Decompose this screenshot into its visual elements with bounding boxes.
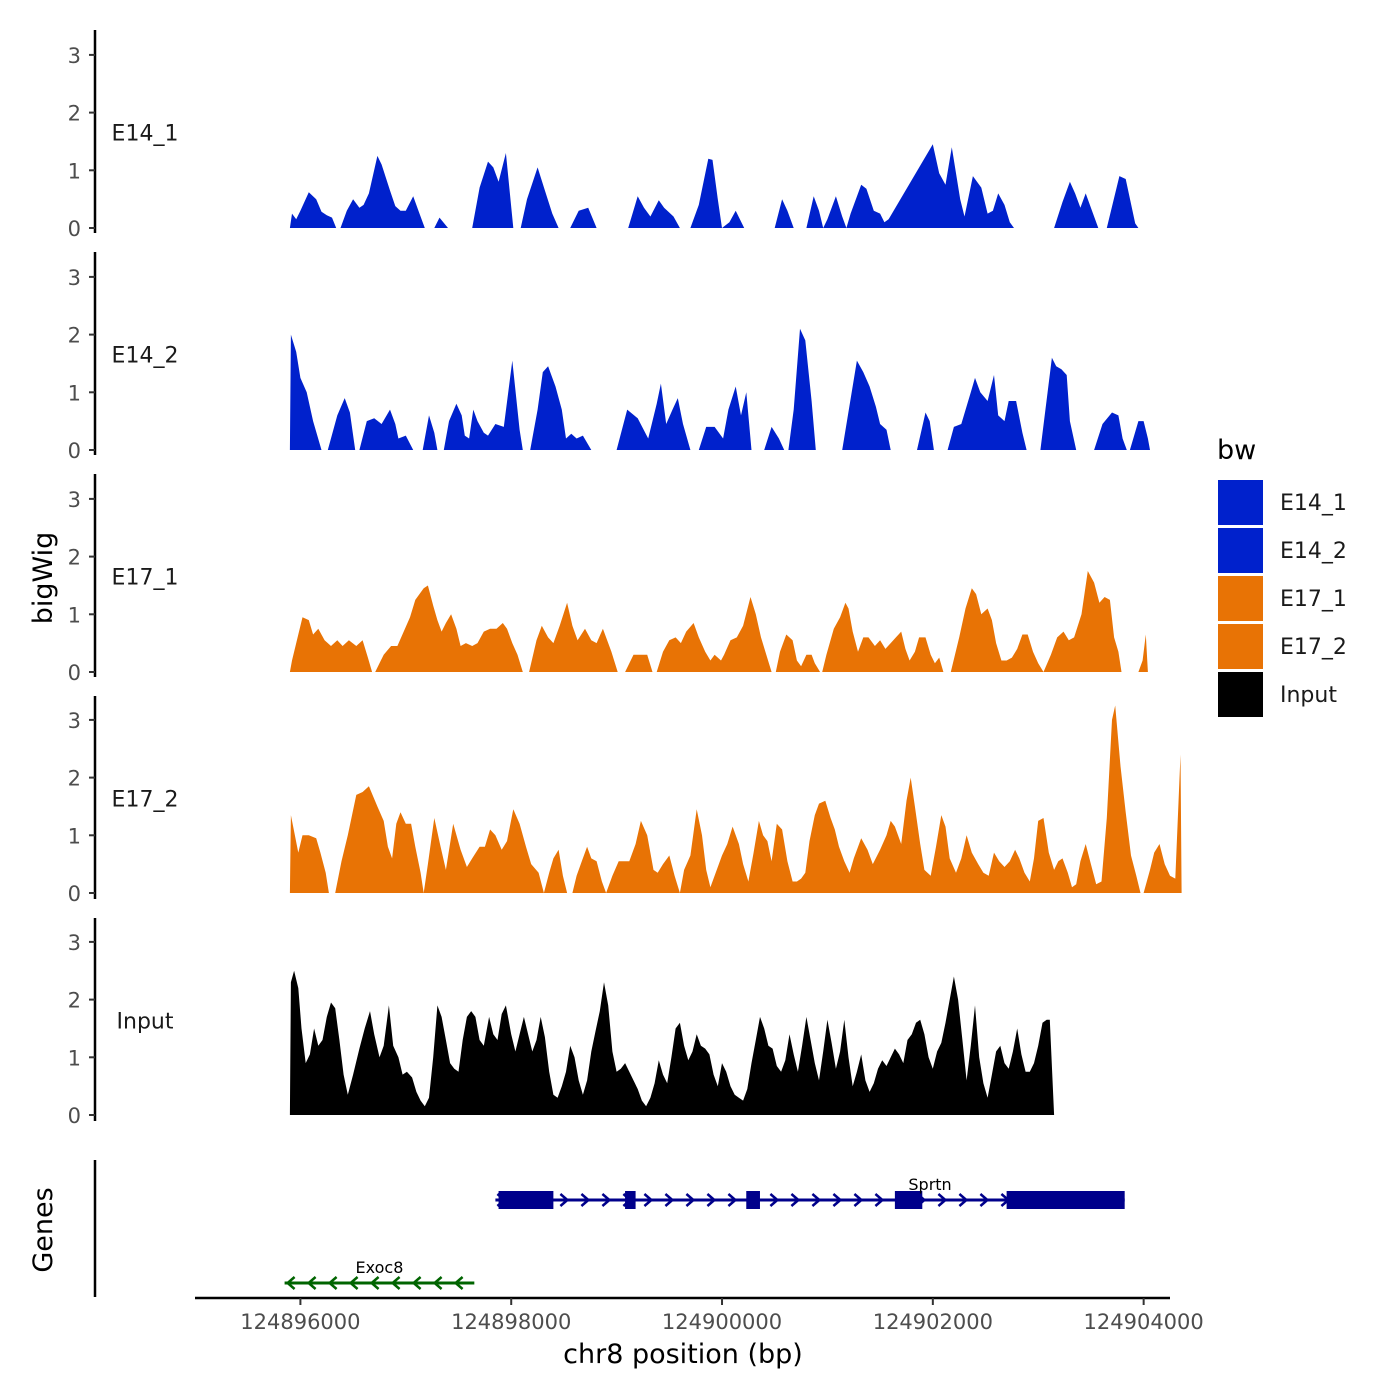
area-series-E17_2 [289, 705, 1182, 893]
y-tick-label: 1 [68, 824, 81, 848]
x-axis: 124896000 124898000 124900000 124902000 1249… [195, 1296, 1204, 1334]
y-axis-title: bigWig [28, 532, 59, 625]
track-label: E14_2 [112, 344, 179, 369]
y-tick-label: 2 [68, 102, 81, 126]
legend-label: E17_2 [1280, 635, 1347, 660]
area-series-E14_2 [289, 328, 1150, 450]
legend-label: E17_1 [1280, 587, 1347, 612]
y-tick-label: 0 [68, 661, 81, 685]
gene-exon [894, 1191, 923, 1209]
track-E17_1: 0 1 2 3 E17_1 [68, 474, 1148, 685]
legend-key-Input [1218, 672, 1263, 717]
y-tick-label: 1 [68, 1046, 81, 1070]
legend-label: E14_1 [1280, 491, 1347, 516]
strand-arrow [643, 1193, 654, 1207]
strand-arrow [853, 1193, 864, 1207]
x-tick-label: 124898000 [451, 1310, 571, 1334]
y-tick-label: 3 [68, 266, 81, 290]
strand-arrow [958, 1193, 969, 1207]
tracks-panel: 0 1 2 3 E14_1 0 1 2 3 E14_2 0 1 2 3 E17_1 0 1 2 3 E17_2 0 1 2 3… [68, 30, 1182, 1128]
gene-exon [498, 1191, 554, 1209]
legend-key-E17_2 [1218, 624, 1263, 669]
x-tick-label: 124900000 [662, 1310, 782, 1334]
x-tick-label: 124896000 [240, 1310, 360, 1334]
y-tick-label: 2 [68, 767, 81, 791]
strand-arrow [580, 1193, 591, 1207]
gene-exon [1006, 1191, 1125, 1209]
y-tick-label: 2 [68, 324, 81, 348]
gene-Exoc8: Exoc8 [284, 1258, 475, 1290]
strand-arrow [727, 1193, 738, 1207]
y-tick-label: 0 [68, 882, 81, 906]
area-series-E17_1 [289, 571, 1148, 672]
strand-arrow [706, 1193, 717, 1207]
track-label: E17_2 [112, 788, 179, 813]
track-Input: 0 1 2 3 Input [68, 918, 1055, 1128]
area-series-Input [289, 970, 1055, 1115]
strand-arrow [790, 1193, 801, 1207]
strand-arrow [937, 1193, 948, 1207]
genes-axis-title: Genes [28, 1187, 59, 1272]
strand-arrow [874, 1193, 885, 1207]
y-tick-label: 0 [68, 1104, 81, 1128]
legend: bw E14_1 E14_2 E17_1 E17_2 Input [1217, 435, 1347, 717]
x-tick-label: 124904000 [1084, 1310, 1204, 1334]
track-E17_2: 0 1 2 3 E17_2 [68, 696, 1182, 906]
y-tick-label: 0 [68, 217, 81, 241]
strand-arrow [979, 1193, 990, 1207]
y-tick-label: 3 [68, 44, 81, 68]
y-tick-label: 2 [68, 989, 81, 1013]
strand-arrow [664, 1193, 675, 1207]
track-E14_1: 0 1 2 3 E14_1 [68, 30, 1139, 241]
gene-label: Sprtn [908, 1175, 951, 1194]
legend-key-E14_2 [1218, 528, 1263, 573]
strand-arrow [685, 1193, 696, 1207]
strand-arrow [432, 1276, 443, 1290]
x-axis-title: chr8 position (bp) [563, 1339, 803, 1370]
strand-arrow [411, 1276, 422, 1290]
strand-arrow [769, 1193, 780, 1207]
legend-label: E14_2 [1280, 539, 1347, 564]
strand-arrow [348, 1276, 359, 1290]
strand-arrow [327, 1276, 338, 1290]
y-tick-label: 3 [68, 488, 81, 512]
y-tick-label: 3 [68, 709, 81, 733]
y-tick-label: 1 [68, 603, 81, 627]
strand-arrow [453, 1276, 464, 1290]
strand-arrow [559, 1193, 570, 1207]
genes-panel: Sprtn Exoc8 [93, 1160, 1125, 1297]
track-label: Input [117, 1010, 174, 1035]
strand-arrow [369, 1276, 380, 1290]
strand-arrow [390, 1276, 401, 1290]
y-tick-label: 2 [68, 546, 81, 570]
track-label: E14_1 [112, 122, 179, 147]
y-tick-label: 3 [68, 931, 81, 955]
y-tick-label: 0 [68, 439, 81, 463]
legend-title: bw [1217, 435, 1256, 466]
strand-arrow [306, 1276, 317, 1290]
legend-label: Input [1280, 683, 1337, 708]
strand-arrow [285, 1276, 296, 1290]
gene-exon [625, 1191, 636, 1209]
y-tick-label: 1 [68, 381, 81, 405]
gene-label: Exoc8 [356, 1258, 404, 1277]
y-tick-label: 1 [68, 159, 81, 183]
strand-arrow [601, 1193, 612, 1207]
legend-key-E17_1 [1218, 576, 1263, 621]
strand-arrow [832, 1193, 843, 1207]
track-E14_2: 0 1 2 3 E14_2 [68, 252, 1150, 463]
x-tick-label: 124902000 [873, 1310, 993, 1334]
area-series-E14_1 [289, 144, 1139, 228]
gene-exon [746, 1191, 760, 1209]
legend-key-E14_1 [1218, 480, 1263, 525]
track-label: E17_1 [112, 566, 179, 591]
strand-arrow [811, 1193, 822, 1207]
gene-Sprtn: Sprtn [495, 1175, 1125, 1209]
